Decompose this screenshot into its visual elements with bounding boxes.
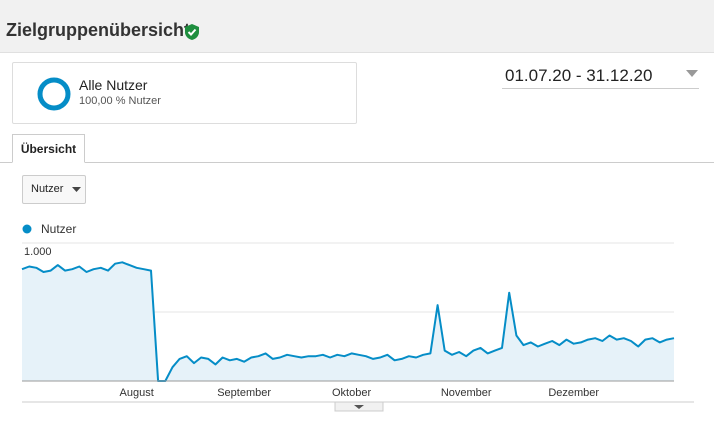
dropdown-arrow (72, 187, 81, 192)
x-tick-label: September (217, 387, 271, 399)
line (21, 261, 675, 382)
legend-dot (22, 224, 32, 234)
segment-card[interactable] (12, 62, 357, 124)
collapse-arrow (354, 405, 364, 409)
date-underline (502, 88, 699, 89)
segment-name: Alle Nutzer (79, 77, 148, 93)
header-bar (0, 0, 714, 53)
chart: Nutzer5001.000AugustSeptemberOktoberNove… (21, 222, 694, 412)
area (22, 262, 674, 381)
tab-line (0, 162, 714, 163)
segment-ring (37, 77, 71, 111)
dropdown-label: Nutzer (31, 183, 64, 195)
x-tick-label: November (441, 387, 492, 399)
legend-label: Nutzer (41, 222, 76, 236)
segment-subtitle: 100,00 % Nutzer (79, 95, 161, 107)
x-tick-label: Dezember (548, 387, 599, 399)
x-tick-label: Oktober (332, 387, 371, 399)
y-tick-label: 1.000 (24, 246, 52, 258)
metric-dropdown[interactable]: Nutzer (22, 175, 86, 204)
tab[interactable]: Übersicht (12, 134, 85, 163)
date-arrow[interactable] (686, 70, 698, 78)
x-tick-label: August (120, 387, 154, 399)
page-title: Zielgruppenübersicht (6, 20, 191, 40)
verified-icon (185, 24, 199, 40)
date-range[interactable]: 01.07.20 - 31.12.20 (505, 66, 653, 85)
